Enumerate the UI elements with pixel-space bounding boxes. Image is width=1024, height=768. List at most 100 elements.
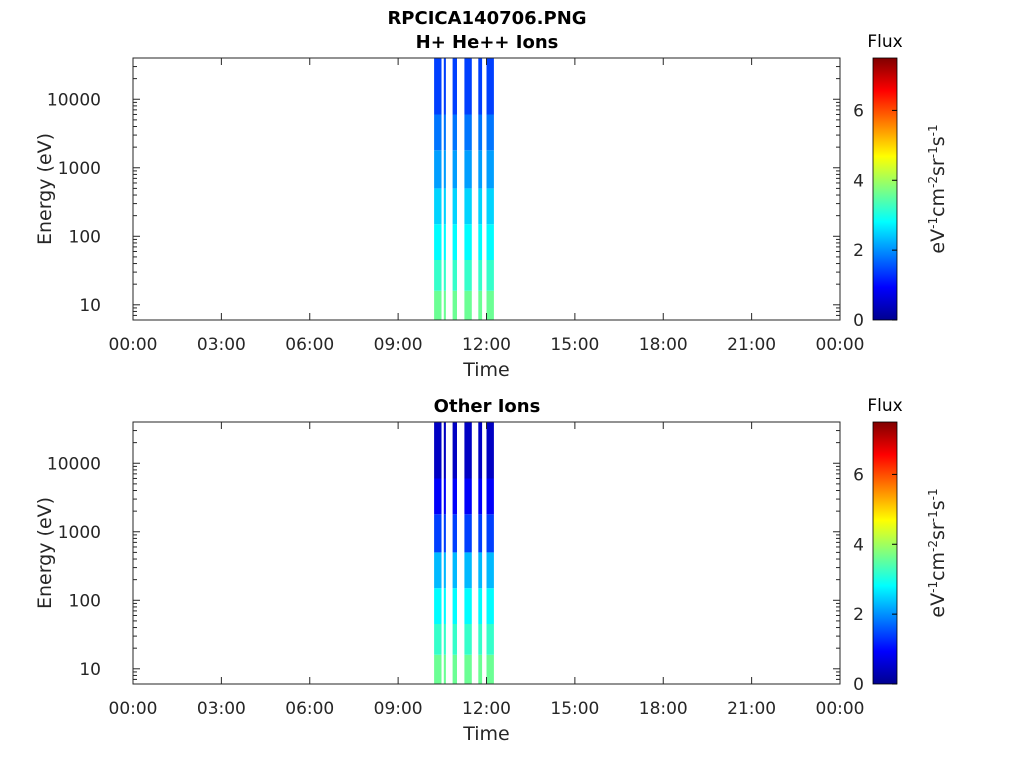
spectrogram-cell — [478, 224, 483, 260]
x-tick-label: 15:00 — [550, 699, 599, 719]
spectrogram-cell — [486, 588, 494, 624]
spectrogram-cell — [443, 422, 446, 479]
spectrogram-cell — [464, 624, 472, 655]
colorbar-title: Flux — [867, 396, 902, 416]
colorbar-ticks: 0 2 4 6 — [853, 101, 897, 331]
y-tick-label: 10 — [79, 660, 101, 680]
x-tick-label: 18:00 — [639, 335, 688, 355]
spectrogram-cell — [478, 260, 483, 291]
colorbar-tick-label: 6 — [853, 101, 864, 121]
spectrogram-cell — [486, 478, 494, 515]
spectrogram-cell — [478, 588, 483, 624]
spectrogram-cell — [486, 150, 494, 189]
spectrogram-cell — [452, 624, 457, 655]
spectrogram-cell — [452, 114, 457, 151]
spectrogram-cell — [434, 150, 442, 189]
spectrogram-cell — [443, 188, 446, 225]
spectrogram-cell — [434, 260, 442, 291]
x-tick-label: 03:00 — [197, 335, 246, 355]
spectrogram-cell — [464, 552, 472, 589]
spectrogram-cell — [443, 552, 446, 589]
x-tick-label: 21:00 — [727, 699, 776, 719]
spectrogram-cell — [478, 58, 483, 115]
spectrogram-cell — [452, 224, 457, 260]
colorbar-tick-label: 2 — [853, 605, 864, 625]
spectrogram-cell — [443, 478, 446, 515]
x-tick-label: 06:00 — [285, 699, 334, 719]
x-axis: 00:00 03:00 06:00 09:00 12:00 15:00 18:00 21:00… — [109, 58, 865, 355]
spectrogram-cell — [478, 552, 483, 589]
panel-h-he-ions: H+ He++ Ions 00:00 03:00 06:00 09:00 12:00 15… — [34, 32, 949, 381]
spectrogram-cells — [434, 58, 494, 320]
spectrogram-cell — [452, 478, 457, 515]
spectrogram-cell — [434, 624, 442, 655]
y-tick-label: 1000 — [58, 159, 101, 179]
spectrogram-cell — [452, 188, 457, 225]
spectrogram-cell — [443, 514, 446, 553]
x-axis-label: Time — [462, 723, 510, 745]
spectrogram-cell — [478, 422, 483, 479]
spectrogram-cell — [464, 150, 472, 189]
y-tick-label: 1000 — [58, 523, 101, 543]
spectrogram-cell — [452, 422, 457, 479]
x-tick-label: 21:00 — [727, 335, 776, 355]
y-tick-label: 100 — [69, 591, 101, 611]
spectrogram-cell — [464, 588, 472, 624]
spectrogram-cell — [486, 290, 494, 320]
spectrogram-cell — [464, 58, 472, 115]
spectrogram-cell — [443, 114, 446, 151]
spectrogram-cell — [486, 114, 494, 151]
spectrogram-cell — [443, 260, 446, 291]
spectrogram-cell — [464, 478, 472, 515]
y-tick-label: 10000 — [47, 454, 101, 474]
spectrogram-cell — [464, 114, 472, 151]
spectrogram-cell — [452, 588, 457, 624]
spectrogram-cell — [464, 260, 472, 291]
y-axis-label: Energy (eV) — [34, 497, 56, 609]
spectrogram-cell — [478, 654, 483, 684]
x-tick-label: 09:00 — [374, 335, 423, 355]
figure-title: RPCICA140706.PNG — [387, 8, 586, 29]
x-tick-label: 00:00 — [109, 699, 158, 719]
spectrogram-cell — [486, 514, 494, 553]
colorbar-gradient — [872, 57, 898, 321]
spectrogram-cell — [434, 114, 442, 151]
colorbar-title: Flux — [867, 32, 902, 52]
y-tick-label: 10000 — [47, 90, 101, 110]
spectrogram-cell — [486, 552, 494, 589]
spectrogram-cell — [452, 290, 457, 320]
spectrogram-cell — [443, 588, 446, 624]
spectrogram-cell — [478, 290, 483, 320]
spectrogram-cell — [452, 514, 457, 553]
spectrogram-cell — [486, 188, 494, 225]
y-axis-label: Energy (eV) — [34, 133, 56, 245]
spectrogram-cell — [478, 478, 483, 515]
x-tick-label: 18:00 — [639, 699, 688, 719]
colorbar: Flux 0 2 4 6 eV-1cm-2sr-1s-1 — [853, 32, 949, 331]
spectrogram-cells — [434, 422, 494, 684]
spectrogram-cell — [434, 552, 442, 589]
y-axis: 10 100 1000 10000 — [47, 57, 840, 321]
spectrogram-cell — [478, 624, 483, 655]
spectrogram-cell — [452, 260, 457, 291]
spectrogram-cell — [443, 150, 446, 189]
spectrogram-cell — [486, 422, 494, 479]
y-tick-label: 100 — [69, 227, 101, 247]
x-tick-label: 00:00 — [816, 335, 865, 355]
spectrogram-cell — [478, 150, 483, 189]
spectrogram-cell — [443, 290, 446, 320]
spectrogram-cell — [443, 654, 446, 684]
spectrogram-cell — [434, 224, 442, 260]
colorbar-tick-label: 2 — [853, 241, 864, 261]
panel-title: H+ He++ Ions — [416, 32, 559, 53]
spectrogram-cell — [464, 514, 472, 553]
y-tick-label: 10 — [79, 296, 101, 316]
spectrogram-cell — [478, 188, 483, 225]
x-tick-label: 09:00 — [374, 699, 423, 719]
spectrogram-cell — [452, 654, 457, 684]
spectrogram-cell — [434, 188, 442, 225]
x-tick-label: 00:00 — [816, 699, 865, 719]
spectrogram-cell — [434, 514, 442, 553]
spectrogram-cell — [486, 260, 494, 291]
